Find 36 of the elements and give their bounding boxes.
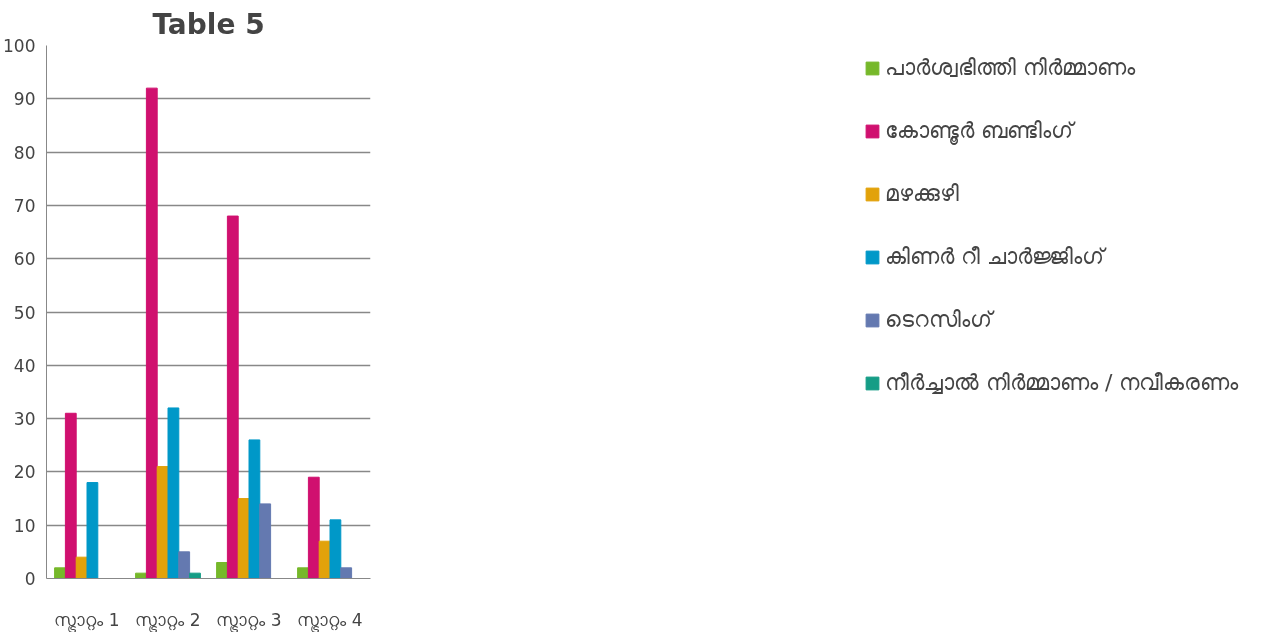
legend-label: മഴക്കുഴി: [885, 181, 960, 206]
y-tick-label: 0: [24, 569, 36, 589]
legend-label: ടെറസിംഗ്: [885, 307, 996, 332]
bar: [216, 562, 228, 579]
y-tick-label: 60: [13, 249, 36, 270]
x-tick-label: സ്ട്രാറ്റം 4: [297, 609, 363, 633]
bar: [54, 567, 66, 579]
x-tick-label: സ്ട്രാറ്റം 1: [54, 609, 120, 633]
bar: [226, 215, 239, 579]
chart-title: Table 5: [152, 7, 265, 41]
legend-label: കോണ്ടൂർ ബണ്ടിംഗ്: [885, 118, 1077, 143]
x-tick-label: സ്ട്രാറ്റം 2: [135, 609, 201, 633]
legend-label: പാർശ്വഭിത്തി നിർമ്മാണം: [885, 55, 1136, 80]
y-tick-label: 20: [13, 462, 36, 483]
bar: [86, 482, 99, 579]
y-tick-label: 70: [13, 195, 36, 216]
y-tick-label: 10: [13, 515, 36, 536]
bar: [329, 519, 342, 579]
legend-label: കിണർ റീ ചാർജ്ജിംഗ്: [885, 244, 1108, 269]
bar: [307, 476, 320, 579]
y-tick-label: 50: [13, 302, 36, 323]
bar: [145, 87, 158, 579]
bar: [297, 567, 309, 579]
bar: [167, 407, 180, 579]
y-tick-label: 100: [3, 36, 36, 56]
y-tick-label: 80: [13, 142, 36, 163]
x-tick-label: സ്ട്രാറ്റം 3: [216, 609, 282, 633]
bar: [64, 412, 77, 579]
y-tick-label: 40: [13, 355, 36, 376]
y-tick-label: 30: [13, 409, 36, 430]
bar: [178, 551, 191, 579]
bar: [340, 567, 353, 579]
legend-label: നീർച്ചാൽ നിർമ്മാണം / നവീകരണം: [885, 370, 1240, 395]
bar: [259, 503, 272, 579]
bar: [248, 439, 261, 579]
y-tick-label: 90: [13, 89, 36, 110]
